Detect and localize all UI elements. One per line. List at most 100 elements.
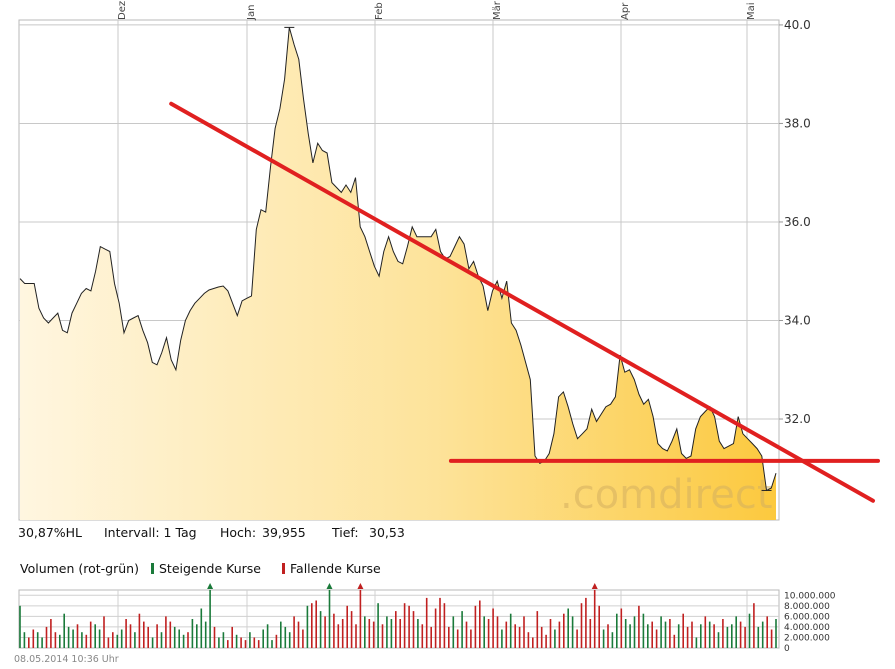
volume-bar — [722, 619, 724, 648]
volume-bar — [165, 616, 167, 648]
volume-bar — [112, 632, 114, 648]
volume-bar — [151, 637, 154, 648]
month-label: Dez — [117, 1, 128, 20]
volume-bar — [218, 637, 220, 648]
volume-ytick-label: 2.000.000 — [784, 633, 830, 643]
volume-bar — [655, 629, 658, 648]
volume-bar — [465, 621, 468, 648]
volume-bar — [417, 619, 419, 648]
volume-bar — [580, 603, 583, 648]
volume-bar — [200, 608, 203, 648]
month-label: Feb — [374, 2, 385, 20]
volume-bar — [134, 632, 136, 648]
volume-bar — [81, 632, 83, 648]
volume-bar — [474, 605, 477, 648]
volume-bar — [708, 621, 711, 648]
volume-bar — [735, 616, 737, 648]
volume-bar — [434, 608, 437, 648]
volume-bar — [129, 624, 132, 648]
volume-bar — [395, 611, 397, 648]
volume-bar — [775, 619, 777, 648]
volume-bar — [160, 632, 163, 648]
volume-bar — [63, 613, 65, 648]
volume-bar — [487, 619, 490, 648]
low-label: Tief: — [331, 525, 359, 540]
volume-bar — [744, 626, 746, 648]
volume-bars — [19, 590, 777, 648]
volume-bar — [593, 590, 596, 648]
volume-bar — [545, 634, 547, 648]
volume-bar — [598, 605, 600, 648]
volume-bar — [452, 616, 455, 648]
volume-bar — [306, 605, 309, 648]
volume-bar — [496, 616, 499, 648]
volume-bar — [443, 603, 446, 648]
volume-bar — [213, 626, 216, 648]
volume-bar — [523, 616, 525, 648]
volume-clip-marker — [326, 583, 333, 589]
month-label: Jan — [246, 5, 257, 21]
month-label: Apr — [620, 2, 631, 20]
volume-bar — [686, 626, 689, 648]
volume-bar — [337, 624, 340, 648]
volume-bar — [381, 624, 384, 648]
volume-bar — [240, 637, 242, 648]
annotations — [169, 101, 880, 503]
volume-bar — [479, 600, 481, 648]
volume-bar — [664, 621, 667, 648]
volume-bar — [448, 626, 450, 648]
volume-bar — [227, 640, 229, 648]
volume-bar — [315, 600, 317, 648]
price-ytick-label: 32.0 — [784, 412, 811, 426]
volume-bar — [757, 626, 760, 648]
high-label: Hoch: — [220, 525, 256, 540]
volume-bar — [536, 611, 539, 648]
volume-bar — [682, 613, 684, 648]
volume-bar — [629, 624, 631, 648]
volume-bar — [328, 590, 331, 648]
volume-bar — [355, 624, 357, 648]
volume-bar — [470, 629, 472, 648]
price-series-line — [19, 27, 777, 492]
volume-bar — [704, 616, 707, 648]
volume-bar — [41, 637, 43, 648]
volume-bar — [624, 619, 627, 648]
volume-bar — [284, 626, 287, 648]
volume-bar — [169, 621, 172, 648]
volume-bar — [293, 616, 295, 648]
legend-rising-label: Steigende Kurse — [159, 561, 261, 576]
volume-bar — [346, 605, 348, 648]
volume-bar — [147, 626, 149, 648]
volume-bar — [403, 603, 406, 648]
volume-bar — [425, 597, 428, 648]
volume-bar — [660, 616, 662, 648]
price-y-ticks: 32.0 34.0 36.0 38.0 40.0 — [779, 18, 811, 426]
volume-bar — [563, 613, 565, 648]
volume-bar — [324, 616, 326, 648]
price-area — [20, 27, 776, 521]
volume-bar — [50, 619, 52, 648]
volume-bar — [120, 629, 123, 648]
interval-label: Intervall: 1 Tag — [104, 525, 197, 540]
volume-bar — [107, 637, 110, 648]
volume-bar — [532, 637, 534, 648]
volume-bar — [288, 632, 291, 648]
volume-bar — [731, 624, 733, 648]
volume-bar — [501, 629, 503, 648]
volume-bar — [691, 621, 693, 648]
volume-bar — [302, 629, 304, 648]
volume-bar — [390, 619, 393, 648]
price-ytick-label: 40.0 — [784, 18, 811, 32]
volume-bar — [19, 605, 21, 648]
volume-bar — [673, 634, 676, 648]
volume-bar — [368, 619, 371, 648]
volume-bar — [761, 621, 764, 648]
volume-bar — [677, 624, 680, 648]
volume-bar — [262, 629, 264, 648]
volume-bar — [54, 632, 57, 648]
volume-bar — [589, 619, 592, 648]
volume-bar — [116, 634, 119, 648]
volume-bar — [23, 632, 26, 648]
volume-bar — [231, 626, 233, 648]
